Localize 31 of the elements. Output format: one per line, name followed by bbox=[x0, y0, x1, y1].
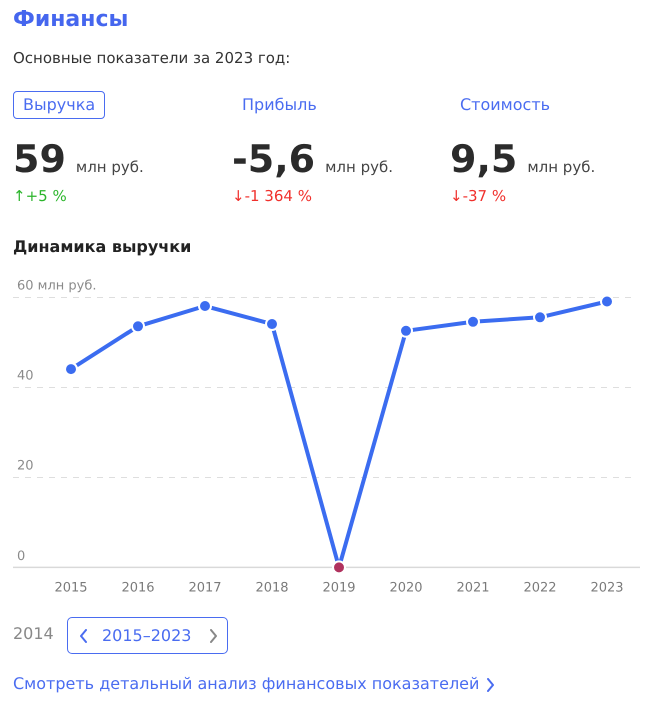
chart-title: Динамика выручки bbox=[13, 237, 192, 256]
text: ↑+5 % bbox=[13, 187, 67, 205]
text: млн руб. bbox=[325, 158, 393, 176]
x-tick-label: 2017 bbox=[188, 580, 222, 596]
x-tick-label: 2019 bbox=[322, 580, 356, 596]
x-tick-label: 2022 bbox=[523, 580, 557, 596]
text: 59 bbox=[13, 137, 66, 181]
y-tick-label: 20 bbox=[17, 458, 34, 474]
text: Смотреть детальный анализ финансовых показателей bbox=[13, 674, 480, 693]
year-range-picker: 2015–2023 bbox=[67, 617, 228, 654]
text: 9,5 bbox=[450, 137, 518, 181]
x-tick-label: 2020 bbox=[389, 580, 423, 596]
text: -5,6 bbox=[232, 137, 316, 181]
text: ↓-37 % bbox=[450, 187, 506, 205]
text: млн руб. bbox=[527, 158, 596, 176]
text: 2014 bbox=[13, 624, 54, 643]
text: млн руб. bbox=[76, 158, 144, 176]
text: Выручка bbox=[23, 95, 96, 114]
x-tick-label: 2021 bbox=[456, 580, 490, 596]
x-tick-label: 2016 bbox=[121, 580, 155, 596]
x-tick-label: 2015 bbox=[54, 580, 88, 596]
text: Прибыль bbox=[242, 95, 317, 114]
y-tick-label: 60 млн руб. bbox=[17, 278, 97, 294]
x-tick-label: 2018 bbox=[255, 580, 289, 596]
y-tick-label: 40 bbox=[17, 368, 34, 384]
text: Финансы bbox=[13, 7, 128, 32]
y-tick-label: 0 bbox=[17, 548, 26, 564]
text: ↓-1 364 % bbox=[232, 187, 312, 205]
text: Основные показатели за 2023 год: bbox=[13, 49, 290, 67]
text: Стоимость bbox=[460, 95, 550, 114]
x-tick-label: 2023 bbox=[590, 580, 624, 596]
